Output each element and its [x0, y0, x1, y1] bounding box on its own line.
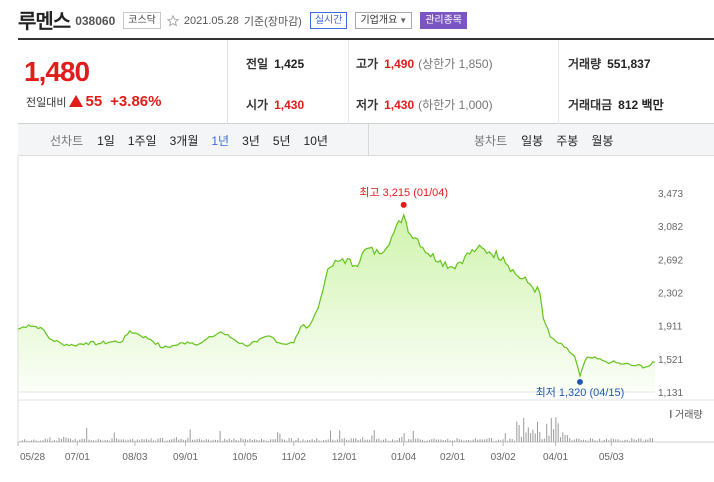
chart-tabs: 선차트 1일 1주일 3개월 1년 3년 5년 10년 봉차트 일봉 주봉 월봉 — [18, 124, 714, 156]
line-chart-tabs: 선차트 1일 1주일 3개월 1년 3년 5년 10년 — [50, 124, 341, 156]
current-price-box: 1,480 전일대비 55 +3.86% — [18, 40, 228, 124]
high-marker — [400, 201, 407, 208]
change-percent: +3.86% — [110, 93, 162, 110]
period-tab[interactable]: 5년 — [272, 133, 291, 148]
candle-tab[interactable]: 주봉 — [556, 133, 579, 148]
realtime-button[interactable]: 실시간 — [309, 11, 348, 29]
change-label: 전일대비 — [26, 96, 67, 109]
x-tick-label: 11/02 — [282, 452, 307, 463]
volume-label: 거래량 — [675, 409, 703, 421]
y-tick-label: 1,521 — [658, 355, 683, 366]
divider — [348, 40, 349, 124]
x-tick-label: 08/03 — [122, 452, 147, 463]
price-chart-svg: 3,473 3,082 2,692 2,302 1,911 1,521 1,131 최고 3,… — [17, 156, 714, 463]
volume: 거래량 551,837 — [568, 55, 651, 72]
prev-close: 전일 1,425 — [246, 55, 304, 72]
y-tick-label: 1,911 — [658, 322, 683, 333]
open-label: 시가 — [246, 98, 269, 112]
low-label: 최저 1,320 (04/15) — [536, 386, 625, 399]
stock-header: 루멘스 038060 코스닥 2021.05.28 기준(장마감) 실시간 기업… — [18, 6, 468, 33]
period-tab[interactable]: 1주일 — [127, 133, 157, 148]
period-tab[interactable]: 1년 — [211, 133, 230, 148]
x-tick-label: 10/05 — [232, 452, 257, 463]
volume-label: 거래량 — [568, 57, 602, 71]
trade-amount-value: 812 백만 — [618, 98, 664, 112]
company-info-label: 기업개요 — [360, 14, 398, 26]
price-area — [18, 214, 655, 392]
chevron-down-icon: ▼ — [399, 15, 408, 25]
y-tick-label: 1,131 — [658, 388, 683, 399]
high-value: 1,490 — [384, 57, 415, 71]
lower-limit: (하한가 1,000) — [418, 98, 493, 112]
current-price: 1,480 — [24, 56, 90, 87]
line-chart-title: 선차트 — [50, 133, 84, 148]
x-tick-label: 04/01 — [543, 452, 568, 463]
up-triangle-icon — [69, 94, 84, 107]
low-price: 저가 1,430 (하한가 1,000) — [356, 96, 493, 113]
market-badge: 코스닥 — [123, 11, 161, 29]
price-chart: 3,473 3,082 2,692 2,302 1,911 1,521 1,131 최고 3,… — [0, 156, 714, 477]
period-tab[interactable]: 3개월 — [169, 133, 199, 148]
open-value: 1,430 — [274, 98, 305, 112]
period-tab[interactable]: 10년 — [303, 133, 328, 148]
candle-chart-tabs: 봉차트 일봉 주봉 월봉 — [474, 124, 626, 156]
price-line — [17, 212, 656, 379]
x-tick-label: 03/02 — [491, 452, 516, 463]
stock-code: 038060 — [75, 13, 116, 28]
date: 2021.05.28 — [183, 14, 239, 27]
low-value: 1,430 — [384, 98, 415, 112]
low-label: 저가 — [356, 98, 379, 112]
x-tick-label: 05/28 — [20, 452, 45, 463]
price-summary: 1,480 전일대비 55 +3.86% 전일 1,425 시가 1,430 고… — [18, 38, 714, 124]
trade-amount: 거래대금 812 백만 — [568, 96, 664, 113]
high-label: 최고 3,215 (01/04) — [359, 186, 448, 199]
managed-stock-badge: 관리종목 — [420, 11, 468, 29]
company-info-button[interactable]: 기업개요 ▼ — [355, 11, 413, 29]
candle-chart-title: 봉차트 — [474, 133, 508, 148]
volume-value: 551,837 — [607, 57, 651, 71]
y-tick-label: 2,302 — [658, 289, 683, 300]
y-tick-label: 2,692 — [658, 255, 683, 266]
change-row: 전일대비 55 +3.86% — [26, 93, 161, 110]
divider — [368, 124, 369, 156]
favorite-star-icon[interactable] — [166, 14, 180, 27]
x-tick-label: 01/04 — [391, 452, 416, 463]
date-basis: 기준(장마감) — [243, 15, 302, 28]
candle-tab[interactable]: 월봉 — [591, 133, 614, 148]
y-tick-label: 3,473 — [658, 189, 683, 200]
trade-amount-label: 거래대금 — [568, 98, 613, 112]
low-marker — [576, 378, 583, 385]
y-tick-label: 3,082 — [658, 222, 683, 233]
divider — [558, 40, 559, 124]
x-tick-label: 05/03 — [599, 452, 624, 463]
volume-legend-icon — [670, 410, 672, 418]
x-tick-label: 12/01 — [332, 452, 357, 463]
x-tick-label: 09/01 — [173, 452, 198, 463]
x-tick-label: 02/01 — [440, 452, 465, 463]
prev-close-value: 1,425 — [274, 57, 305, 71]
high-label: 고가 — [356, 57, 379, 71]
high-price: 고가 1,490 (상한가 1,850) — [356, 55, 493, 72]
prev-close-label: 전일 — [246, 57, 269, 71]
change-amount: 55 — [85, 93, 103, 110]
open-price: 시가 1,430 — [246, 96, 304, 113]
upper-limit: (상한가 1,850) — [418, 57, 493, 71]
period-tab[interactable]: 3년 — [242, 133, 260, 148]
period-tab[interactable]: 1일 — [97, 133, 115, 148]
x-tick-label: 07/01 — [65, 452, 90, 463]
stock-name: 루멘스 — [18, 10, 71, 33]
candle-tab[interactable]: 일봉 — [521, 133, 544, 148]
